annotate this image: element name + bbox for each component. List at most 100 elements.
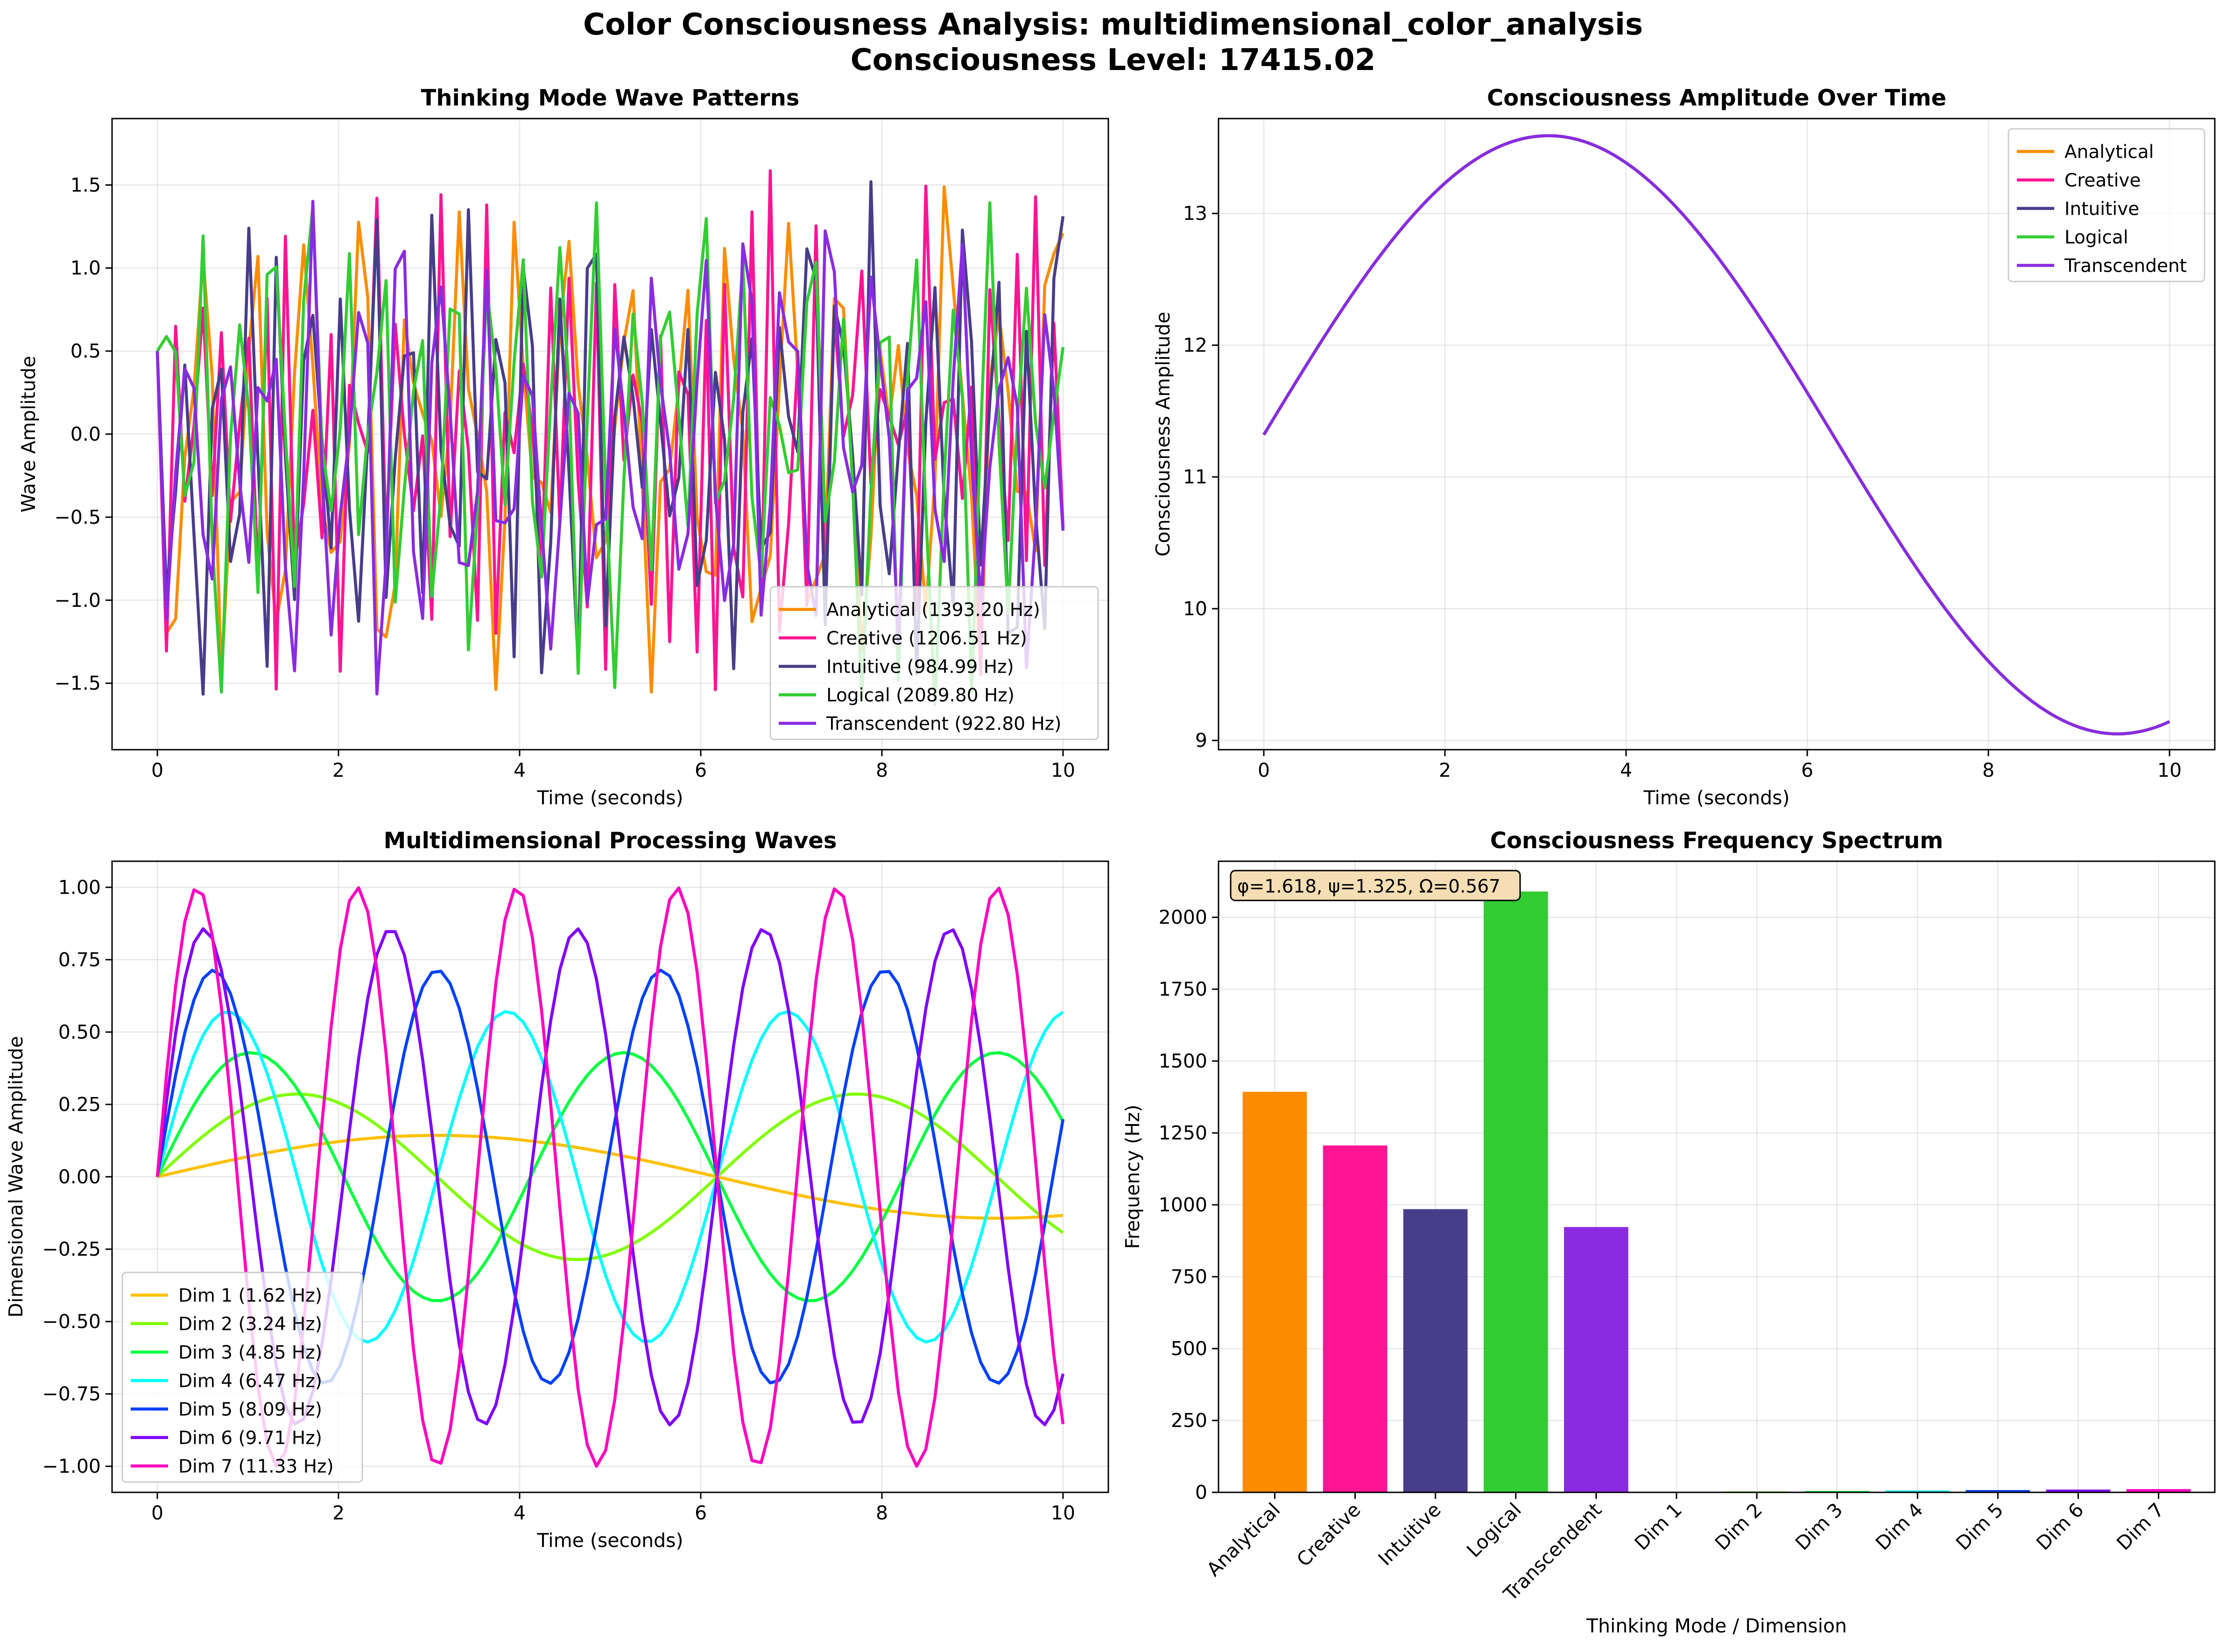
panel-wave-patterns: Thinking Mode Wave Patterns 0 2 4 6 8 10 −1.5 −1…	[17, 85, 1109, 809]
figure-title-line2: Consciousness Level: 17415.02	[851, 43, 1376, 77]
y-tick-label: 0	[1195, 1481, 1207, 1504]
y-tick-label: 500	[1171, 1337, 1207, 1360]
y-tick-label: 0.00	[58, 1166, 101, 1188]
series-line-3	[155, 1010, 1064, 1344]
legend: Analytical Creative Intuitive Logical Transc…	[2008, 128, 2205, 282]
y-tick-label: 11	[1183, 466, 1207, 488]
y-axis-label: Frequency (Hz)	[1121, 1104, 1144, 1249]
legend-label: Logical	[2064, 227, 2128, 248]
x-tick-label: 6	[695, 759, 707, 781]
legend-label: Transcendent (922.80 Hz)	[826, 714, 1061, 735]
x-tick-label: 10	[2157, 759, 2182, 781]
series-line-3	[156, 201, 1065, 706]
figure-title-line1: Color Consciousness Analysis: multidimen…	[583, 7, 1643, 42]
x-tick-label: 10	[1051, 1502, 1075, 1524]
y-tick-label: 9	[1195, 729, 1207, 752]
y-tick-label: 0.5	[70, 340, 101, 362]
legend-label: Dim 6 (9.71 Hz)	[178, 1428, 322, 1449]
annotation-box	[1230, 870, 1521, 901]
bar-2	[1403, 1209, 1468, 1492]
x-tick-label: 8	[1982, 759, 1994, 781]
plot-area	[155, 169, 1065, 706]
bar-10	[2046, 1490, 2111, 1492]
y-tick-label: 1500	[1159, 1050, 1207, 1072]
axes-frame	[1218, 860, 2216, 1493]
series-line-2	[156, 1051, 1064, 1302]
y-tick-label: −0.5	[54, 506, 101, 528]
legend-label: Dim 4 (6.47 Hz)	[178, 1371, 322, 1392]
y-tick-label: 0.25	[58, 1093, 101, 1116]
x-tick-label: 2	[332, 759, 345, 781]
legend: Dim 1 (1.62 Hz) Dim 2 (3.24 Hz) Dim 3 (4.8…	[121, 1272, 363, 1483]
grid-lines	[1219, 119, 2215, 750]
panel-title: Consciousness Amplitude Over Time	[1487, 85, 1946, 111]
bar-3	[1483, 891, 1548, 1492]
panel-multidimensional-waves: Multidimensional Processing Waves 0 2 4 6 8 10…	[5, 828, 1109, 1552]
legend-box	[769, 586, 1099, 740]
legend-label: Analytical (1393.20 Hz)	[826, 600, 1040, 621]
legend-label: Intuitive	[2064, 199, 2139, 220]
x-axis-label: Thinking Mode / Dimension	[1586, 1615, 1847, 1637]
y-tick-label: 1.5	[70, 174, 101, 196]
y-axis-label: Consciousness Amplitude	[1152, 312, 1174, 557]
legend-label: Analytical	[2064, 142, 2154, 163]
panel-frequency-spectrum: Consciousness Frequency SpectrumAnalytic…	[1121, 828, 2216, 1637]
legend-label: Dim 3 (4.85 Hz)	[178, 1343, 322, 1364]
panel-title: Consciousness Frequency Spectrum	[1490, 828, 1944, 854]
y-tick-label: 0.50	[58, 1021, 101, 1043]
y-tick-label: 12	[1183, 334, 1207, 356]
legend-label: Intuitive (984.99 Hz)	[826, 657, 1014, 678]
x-tick-label: 10	[1051, 759, 1075, 781]
x-tick-label: 8	[876, 1502, 888, 1524]
y-tick-label: −1.00	[42, 1455, 101, 1477]
legend-label: Creative	[2064, 170, 2141, 191]
plot-area	[1242, 891, 2191, 1492]
legend-box	[2008, 128, 2205, 282]
series-line-4	[155, 200, 1065, 696]
bar-4	[1564, 1227, 1628, 1492]
y-tick-label: −1.0	[54, 589, 101, 612]
legend-label: Logical (2089.80 Hz)	[826, 685, 1014, 706]
bar-8	[1885, 1490, 1950, 1492]
y-tick-label: 1.00	[58, 876, 101, 899]
bar-0	[1242, 1091, 1307, 1492]
bar-1	[1323, 1145, 1388, 1492]
y-axis-label: Dimensional Wave Amplitude	[5, 1036, 27, 1317]
y-tick-label: 1250	[1159, 1122, 1207, 1144]
y-tick-label: −0.50	[42, 1310, 101, 1333]
y-tick-label: 1000	[1159, 1194, 1207, 1216]
series-line-4	[1262, 134, 2170, 736]
y-tick-label: 250	[1171, 1409, 1207, 1432]
x-tick-label: 0	[151, 1502, 163, 1524]
annotation-text: φ=1.618, ψ=1.325, Ω=0.567	[1237, 876, 1500, 897]
x-axis-label: Time (seconds)	[537, 1529, 683, 1552]
y-tick-label: 0.75	[58, 949, 101, 971]
plot-area	[1262, 134, 2170, 736]
y-tick-label: 13	[1183, 202, 1207, 225]
x-tick-label: 0	[151, 759, 163, 781]
y-tick-label: 1750	[1159, 978, 1207, 1000]
legend-box	[121, 1272, 363, 1483]
x-tick-label: 4	[1620, 759, 1632, 781]
plot-area	[155, 886, 1065, 1468]
x-tick-label: 6	[1801, 759, 1813, 781]
y-tick-label: 750	[1171, 1265, 1207, 1288]
bar-9	[1965, 1490, 2030, 1492]
panel-title: Thinking Mode Wave Patterns	[421, 85, 800, 111]
y-tick-label: 1.0	[70, 257, 101, 279]
y-tick-label: −0.25	[42, 1238, 101, 1260]
x-tick-label: 2	[1439, 759, 1451, 781]
x-tick-label: 2	[332, 1502, 345, 1524]
bar-11	[2126, 1489, 2191, 1492]
x-axis-label: Time (seconds)	[1643, 787, 1790, 809]
x-axis-label: Time (seconds)	[537, 787, 683, 809]
y-axis-label: Wave Amplitude	[17, 356, 40, 513]
legend-label: Dim 5 (8.09 Hz)	[178, 1399, 322, 1420]
legend-label: Transcendent	[2064, 256, 2187, 277]
legend: Analytical (1393.20 Hz) Creative (1206.51…	[769, 586, 1099, 740]
x-tick-label: 0	[1258, 759, 1270, 781]
panel-consciousness-amplitude: Consciousness Amplitude Over Time 0 2 4 6 8 10…	[1152, 85, 2216, 809]
x-tick-label: 4	[514, 759, 526, 781]
y-tick-label: −1.5	[54, 672, 101, 695]
